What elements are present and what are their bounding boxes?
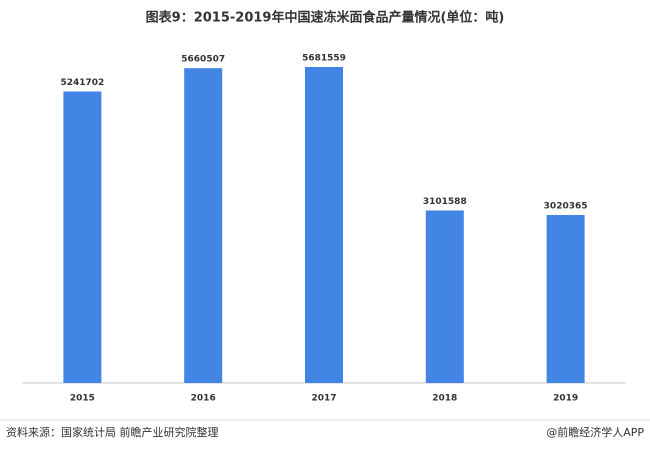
source-note: 资料来源：国家统计局 前瞻产业研究院整理 [6,425,219,439]
bar [546,215,585,383]
x-tick-label: 2018 [432,394,457,404]
chart-title: 图表9：2015-2019年中国速冻米面食品产量情况(单位：吨) [146,10,505,26]
bar [305,67,343,383]
x-tick-label: 2017 [311,394,336,404]
x-tick-label: 2015 [70,394,95,404]
bar [63,91,102,383]
credit: @前瞻经济学人APP [546,425,644,439]
x-tick-label: 2016 [191,394,216,404]
bar [425,210,464,383]
x-tick-label: 2019 [553,394,578,404]
value-label: 5660507 [181,55,225,65]
value-label: 3020365 [544,202,588,212]
value-label: 5681559 [302,54,346,64]
bar [184,68,223,383]
value-label: 3101588 [423,197,467,207]
value-label: 5241702 [60,78,104,88]
